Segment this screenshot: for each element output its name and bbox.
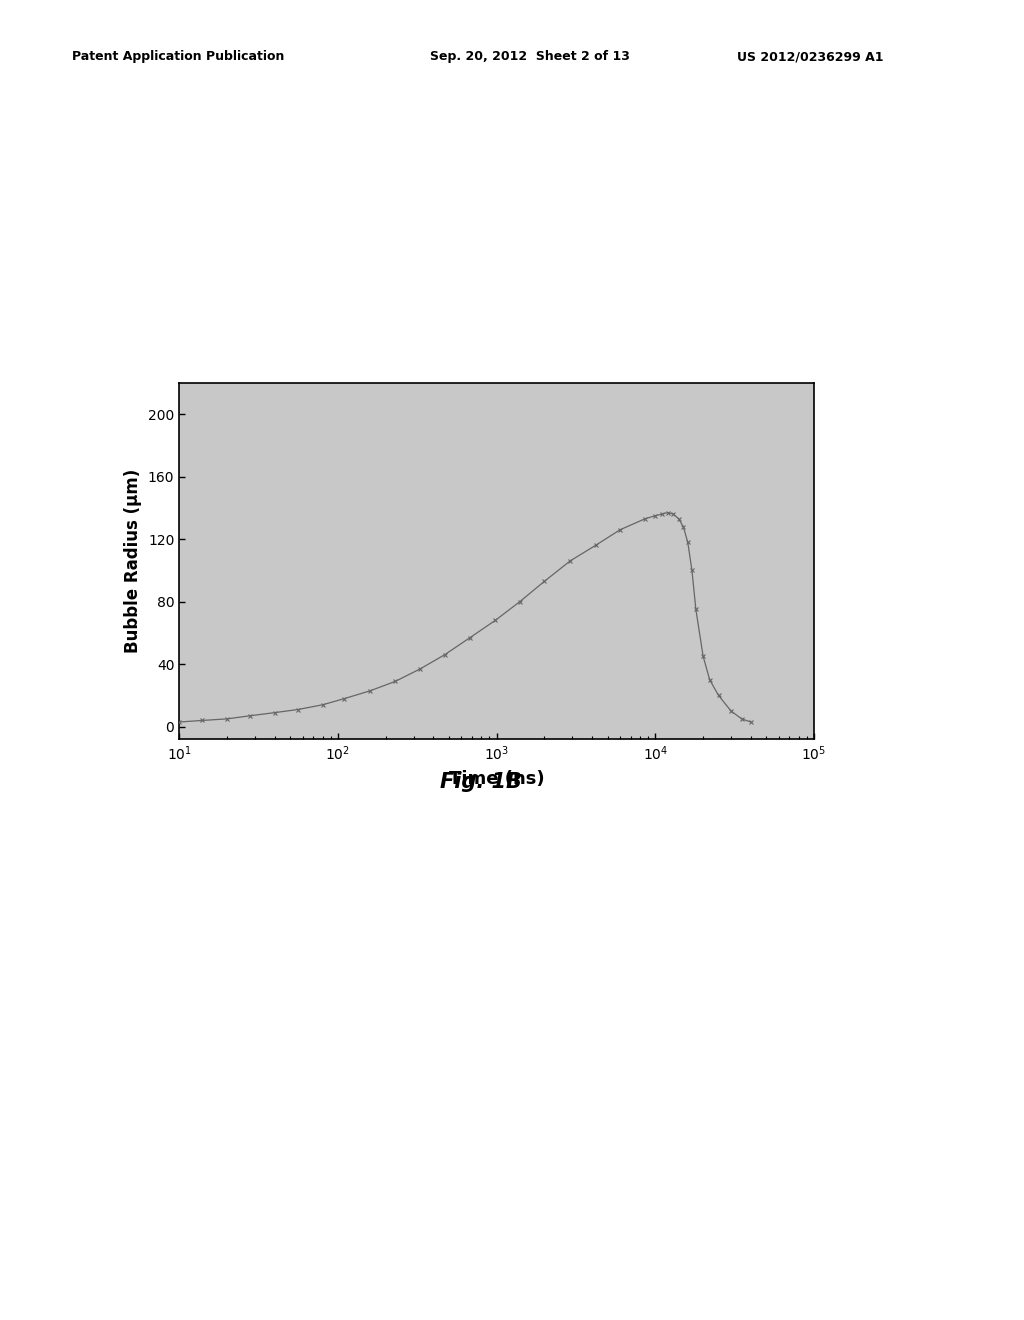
Text: Fig. 1B: Fig. 1B — [440, 772, 522, 792]
Text: Sep. 20, 2012  Sheet 2 of 13: Sep. 20, 2012 Sheet 2 of 13 — [430, 50, 630, 63]
Text: US 2012/0236299 A1: US 2012/0236299 A1 — [737, 50, 884, 63]
Y-axis label: Bubble Radius (μm): Bubble Radius (μm) — [124, 469, 142, 653]
X-axis label: Time (ns): Time (ns) — [449, 770, 545, 788]
Text: Patent Application Publication: Patent Application Publication — [72, 50, 284, 63]
